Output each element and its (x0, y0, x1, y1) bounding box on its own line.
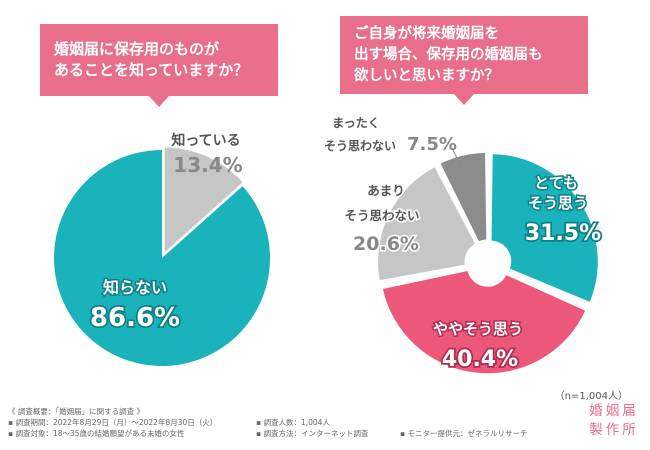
donut-slice-とても-そう思う (490, 152, 600, 304)
survey-title: 《 調査概要：「婚姻届」に関する調査 》 (8, 407, 145, 416)
donut-label-line2-とても-そう思う: そう思う (528, 194, 588, 212)
logo-line-1: 婚姻届 (589, 403, 639, 419)
donut-value-とても-そう思う: 31.5% (525, 221, 601, 246)
sample-size: （n=1,004人） (554, 391, 628, 402)
donut-value-ややそう思う: 40.4% (442, 347, 518, 372)
donut-label-line2-あまり-そう思わない: そう思わない (344, 208, 419, 223)
donut-slice-あまり-そう思わない (376, 165, 477, 282)
donut-label-ややそう思う: ややそう思う (433, 320, 523, 338)
question-2-line-3: 欲しいと思いますか？ (354, 67, 499, 84)
pie-value-知っている: 13.4% (173, 153, 242, 177)
question-1-line-1: 婚姻届に保存用のものが (54, 40, 220, 58)
pie-slice-知っている (162, 145, 246, 257)
donut-label-line1-とても-そう思う: とても (534, 174, 578, 192)
pie-slice-知らない (54, 150, 271, 367)
pie-label-知っている: 知っている (171, 132, 240, 149)
survey-period: ▪ 調査期間：2022年8月29日（月）～2022年8月30日（火） (8, 418, 218, 427)
survey-count: ▪ 調査人数：1,004人 (256, 418, 330, 427)
question-2-line-2: 出す場合、保存用の婚姻届も (354, 46, 543, 63)
donut-leader-line-まったく-そう思わない (451, 147, 463, 169)
survey-provider: ▪ モニター提供元：ゼネラルリサーチ (400, 429, 528, 438)
pie-chart-awareness: 知っている 13.4% 知らない 86.6% (54, 132, 271, 367)
question-1-line-2: あることを知っていますか？ (54, 61, 249, 79)
pie-label-知らない: 知らない (103, 278, 167, 297)
logo-line-2: 製作所 (589, 422, 639, 438)
survey-method: ▪ 調査方法：インターネット調査 (256, 429, 369, 438)
brand-logo: 婚姻届 製作所 (586, 402, 642, 440)
donut-value-あまり-そう思わない: 20.6% (353, 233, 419, 255)
pie-value-知らない: 86.6% (90, 303, 180, 333)
donut-value-まったく-そう思わない: 7.5% (407, 134, 457, 155)
survey-target: ▪ 調査対象：18～35歳の結婚願望がある未婚の女性 (8, 429, 185, 438)
question-1-box: 婚姻届に保存用のものが あることを知っていますか？ (40, 24, 278, 107)
donut-label-line1-まったく-そう思わない: まったく (332, 116, 380, 130)
donut-label-line1-あまり-そう思わない: あまり (367, 183, 405, 198)
question-2-box: ご自身が将来婚姻届を 出す場合、保存用の婚姻届も 欲しいと思いますか？ (340, 16, 588, 105)
donut-slice-ややそう思う (381, 269, 588, 375)
donut-chart-desire: とてもそう思う31.5%ややそう思う40.4%あまりそう思わない20.6%まった… (324, 116, 603, 375)
donut-label-line2-まったく-そう思わない: そう思わない (324, 139, 396, 153)
donut-slice-まったく-そう思わない (438, 151, 488, 244)
question-2-line-1: ご自身が将来婚姻届を (354, 25, 499, 42)
